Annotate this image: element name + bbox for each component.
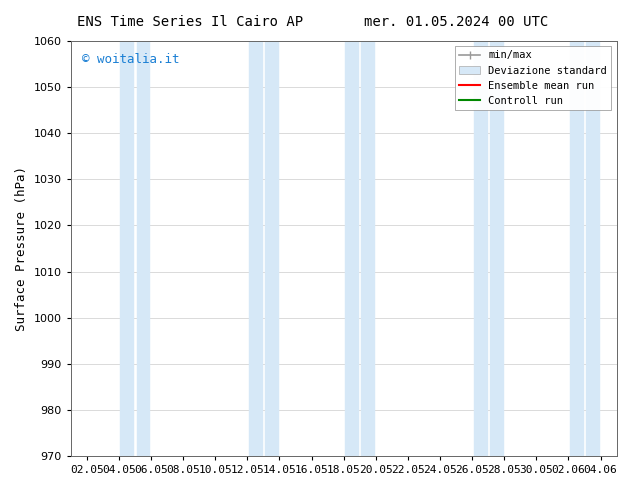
Bar bbox=[136, 41, 150, 456]
Bar bbox=[265, 41, 278, 456]
Bar bbox=[474, 41, 486, 456]
Bar bbox=[586, 41, 599, 456]
Bar bbox=[120, 41, 133, 456]
Bar bbox=[361, 41, 374, 456]
Legend: min/max, Deviazione standard, Ensemble mean run, Controll run: min/max, Deviazione standard, Ensemble m… bbox=[455, 46, 611, 110]
Text: mer. 01.05.2024 00 UTC: mer. 01.05.2024 00 UTC bbox=[365, 15, 548, 29]
Bar bbox=[489, 41, 503, 456]
Text: © woitalia.it: © woitalia.it bbox=[82, 53, 179, 67]
Y-axis label: Surface Pressure (hPa): Surface Pressure (hPa) bbox=[15, 166, 28, 331]
Bar bbox=[346, 41, 358, 456]
Bar bbox=[570, 41, 583, 456]
Text: ENS Time Series Il Cairo AP: ENS Time Series Il Cairo AP bbox=[77, 15, 303, 29]
Bar bbox=[249, 41, 262, 456]
